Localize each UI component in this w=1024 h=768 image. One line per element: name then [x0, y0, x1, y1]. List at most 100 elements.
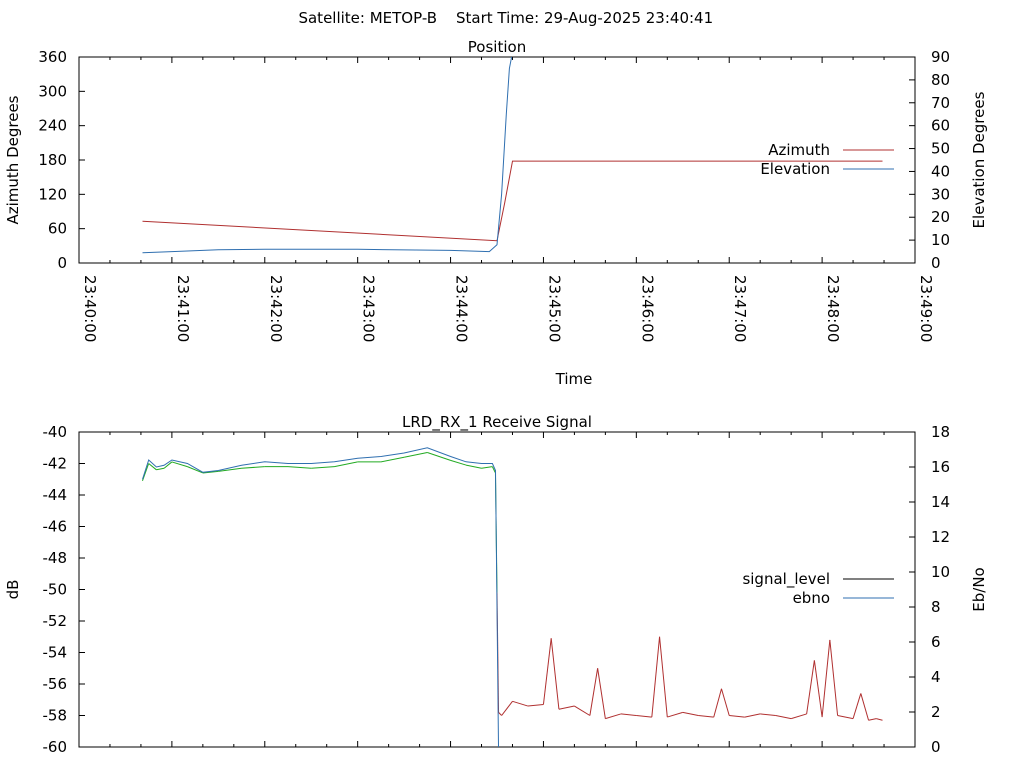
y-tick-label: -54 [43, 644, 68, 662]
series-signal-level-segment [550, 638, 560, 710]
y2-tick-label: 14 [931, 493, 950, 511]
series-signal-level-segment [380, 456, 405, 463]
position-chart: Position 0 60 120 180 240 300 360 0 10 20 30 40 50 60 7… [4, 38, 988, 388]
y-tick-label: 60 [48, 220, 67, 238]
y2-tick-label: 16 [931, 458, 950, 476]
satellite-label: Satellite: METOP-B [298, 9, 437, 27]
series-signal-level-segment [837, 715, 854, 720]
x-tick-label: 23:42:00 [267, 275, 285, 342]
series-signal-level-segment [491, 466, 496, 474]
y2-tick-label: 18 [931, 423, 950, 441]
x-tick-label: 23:44:00 [453, 275, 471, 342]
y-tick-label: -50 [43, 581, 68, 599]
series-signal-level-segment [806, 660, 815, 714]
legend-label: Azimuth [768, 141, 830, 159]
series-signal-level-segment [829, 639, 839, 716]
series-signal-level-segment [651, 636, 661, 718]
y-tick-label: 300 [38, 82, 67, 100]
y2-tick-label: 10 [931, 231, 950, 249]
series-signal-level-segment [498, 711, 503, 716]
y2-tick-label: 4 [931, 668, 941, 686]
x-tick-label: 23:40:00 [81, 275, 99, 342]
series-signal-level-segment [404, 451, 428, 458]
series-group [142, 57, 883, 254]
series-signal-level-segment [501, 701, 513, 716]
series-signal-level-segment [287, 466, 312, 469]
y-tick-label: -56 [43, 675, 68, 693]
y-tick-label: -52 [43, 612, 68, 630]
y-tick-label: 180 [38, 151, 67, 169]
y2-axis-label: Elevation Degrees [970, 91, 988, 228]
series-signal-level-segment [465, 464, 482, 469]
x-tick-label: 23:47:00 [731, 275, 749, 342]
y2-tick-label: 90 [931, 48, 950, 66]
series-signal-level-segment [744, 713, 761, 718]
y2-tick-label: 40 [931, 162, 950, 180]
series-signal-level-segment [542, 638, 552, 705]
series-signal-level-segment [868, 718, 877, 721]
series-signal-level-segment [148, 463, 157, 471]
series-signal-level-segment [427, 452, 451, 461]
series-signal-level-segment [636, 715, 652, 718]
y-tick-label: -58 [43, 707, 68, 725]
start-time-label: Start Time: 29-Aug-2025 23:40:41 [456, 9, 713, 27]
series-signal-level-segment [775, 715, 792, 720]
y-tick-label: -46 [43, 518, 68, 536]
series-signal-level-segment [241, 466, 265, 469]
series-signal-level-segment [334, 461, 358, 468]
y-tick-label: 360 [38, 48, 67, 66]
series-signal-level-segment [156, 467, 165, 471]
series-signal-level-segment [760, 713, 776, 716]
series-signal-level-segment [713, 688, 722, 718]
series-signal-level-segment [860, 693, 870, 721]
series-signal-level-segment [597, 668, 606, 719]
series-signal-level-segment [876, 718, 883, 721]
series-signal-level-segment [574, 705, 591, 716]
series-signal-level-segment [852, 693, 862, 719]
y2-tick-label: 20 [931, 208, 950, 226]
series-signal-level-segment [450, 459, 467, 466]
y2-tick-label: 6 [931, 633, 941, 651]
series-signal-level-segment [163, 461, 173, 469]
series-signal-level-segment [698, 715, 714, 718]
series-signal-level-segment [682, 711, 699, 716]
series-signal-level-segment [218, 467, 242, 472]
x-tick-label: 23:48:00 [824, 275, 842, 342]
x-tick-label: 23:49:00 [917, 275, 935, 342]
y2-tick-label: 0 [931, 738, 941, 756]
y2-tick-label: 12 [931, 528, 950, 546]
series-signal-level-segment [512, 700, 529, 707]
y-tick-label: -48 [43, 549, 68, 567]
series-signal-level-segment [558, 705, 575, 710]
receive-signal-chart: LRD_RX_1 Receive Signal -60 -58 -56 -54 -52 -5… [4, 413, 988, 756]
x-tick-label: 23:46:00 [638, 275, 656, 342]
series-signal-level-segment [605, 713, 621, 720]
series-azimuth [142, 160, 883, 242]
series-signal-level-segment [821, 639, 831, 718]
x-tick-label: 23:41:00 [174, 275, 192, 342]
series-signal-level-segment [659, 636, 668, 718]
series-elevation [142, 57, 513, 254]
series-signal-level-segment [311, 466, 335, 469]
y2-axis-label: Eb/No [970, 567, 988, 611]
y2-tick-label: 0 [931, 254, 941, 272]
series-signal-level-segment [667, 711, 683, 718]
series-signal-level-segment [813, 660, 823, 718]
series-ebno [142, 447, 499, 747]
y-axis-label: Azimuth Degrees [4, 95, 22, 224]
series-signal-level-segment [202, 470, 219, 474]
y-tick-label: 240 [38, 117, 67, 135]
x-axis-label: Time [555, 370, 593, 388]
series-signal-level-segment [791, 713, 807, 720]
legend-label: signal_level [742, 570, 830, 589]
y-tick-label: -44 [43, 486, 68, 504]
x-tick-label: 23:45:00 [545, 275, 563, 342]
y2-tick-label: 10 [931, 563, 950, 581]
chart-title: Position [468, 38, 526, 56]
series-signal-level-segment [721, 688, 730, 716]
chart-title: LRD_RX_1 Receive Signal [402, 413, 592, 432]
y-tick-label: -42 [43, 455, 68, 473]
